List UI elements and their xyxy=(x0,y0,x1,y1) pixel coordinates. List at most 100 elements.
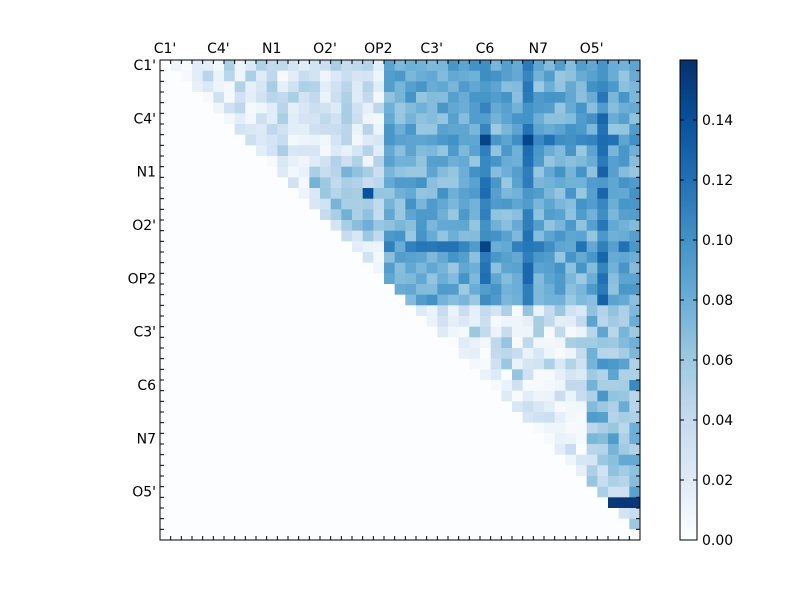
heatmap-cell xyxy=(501,252,513,264)
heatmap-cell xyxy=(256,188,268,200)
heatmap-cell xyxy=(448,284,460,296)
heatmap-cell xyxy=(597,134,609,146)
heatmap-cell xyxy=(192,337,204,349)
x-tick-label: O5' xyxy=(580,41,604,57)
heatmap-cell xyxy=(202,422,214,434)
heatmap-cell xyxy=(501,262,513,274)
heatmap-cell xyxy=(469,284,481,296)
heatmap-cell xyxy=(181,145,193,157)
heatmap-cell xyxy=(256,241,268,253)
heatmap-cell xyxy=(565,305,577,317)
heatmap-cell xyxy=(160,380,172,392)
heatmap-cell xyxy=(234,326,246,338)
heatmap-cell xyxy=(458,81,470,93)
heatmap-cell xyxy=(608,262,620,274)
heatmap-cell xyxy=(266,124,278,136)
axis-ticks xyxy=(159,59,641,541)
heatmap-cell xyxy=(437,401,449,413)
heatmap-cell xyxy=(501,518,513,530)
heatmap-cell xyxy=(608,518,620,530)
heatmap-cells xyxy=(160,60,641,541)
heatmap-cell xyxy=(480,81,492,93)
heatmap-cell xyxy=(256,220,268,232)
heatmap-cell xyxy=(298,454,310,466)
heatmap-cell xyxy=(405,156,417,168)
heatmap-cell xyxy=(298,177,310,189)
heatmap-cell xyxy=(373,273,385,285)
heatmap-cell xyxy=(277,348,289,360)
heatmap-cell xyxy=(586,358,598,370)
heatmap-cell xyxy=(426,390,438,402)
heatmap-cell xyxy=(245,465,257,477)
heatmap-cell xyxy=(213,230,225,242)
heatmap-cell xyxy=(480,380,492,392)
heatmap-cell xyxy=(288,390,300,402)
heatmap-cell xyxy=(266,166,278,178)
heatmap-cell xyxy=(458,102,470,114)
heatmap-cell xyxy=(298,145,310,157)
heatmap-cell xyxy=(160,529,172,541)
heatmap-cell xyxy=(320,497,332,509)
heatmap-cell xyxy=(544,177,556,189)
heatmap-cell xyxy=(352,326,364,338)
heatmap-cell xyxy=(309,305,321,317)
heatmap-cell xyxy=(256,262,268,274)
heatmap-cell xyxy=(202,252,214,264)
heatmap-cell xyxy=(192,209,204,221)
heatmap-cell xyxy=(426,198,438,210)
heatmap-cell xyxy=(576,102,588,114)
heatmap-cell xyxy=(618,305,630,317)
heatmap-cell xyxy=(320,465,332,477)
heatmap-cell xyxy=(224,486,236,498)
heatmap-cell xyxy=(426,444,438,456)
heatmap-cell xyxy=(522,497,534,509)
heatmap-cell xyxy=(416,60,428,72)
heatmap-cell xyxy=(554,252,566,264)
heatmap-cell xyxy=(480,102,492,114)
heatmap-cell xyxy=(597,145,609,157)
heatmap-cell xyxy=(608,230,620,242)
heatmap-cell xyxy=(490,401,502,413)
heatmap-cell xyxy=(266,294,278,306)
heatmap-cell xyxy=(213,486,225,498)
heatmap-cell xyxy=(234,273,246,285)
heatmap-cell xyxy=(213,326,225,338)
heatmap-cell xyxy=(373,81,385,93)
heatmap-cell xyxy=(192,241,204,253)
heatmap-cell xyxy=(426,433,438,445)
heatmap-cell xyxy=(405,230,417,242)
heatmap-cell xyxy=(565,198,577,210)
heatmap-cell xyxy=(202,177,214,189)
heatmap-cell xyxy=(202,134,214,146)
heatmap-cell xyxy=(437,92,449,104)
heatmap-cell xyxy=(554,518,566,530)
heatmap-cell xyxy=(192,476,204,488)
heatmap-cell xyxy=(618,241,630,253)
heatmap-cell xyxy=(565,390,577,402)
heatmap-cell xyxy=(597,476,609,488)
heatmap-cell xyxy=(373,124,385,136)
heatmap-cell xyxy=(533,156,545,168)
heatmap-cell xyxy=(405,166,417,178)
heatmap-cell xyxy=(576,262,588,274)
heatmap-cell xyxy=(416,102,428,114)
heatmap-cell xyxy=(160,465,172,477)
heatmap-cell xyxy=(544,220,556,232)
heatmap-cell xyxy=(437,380,449,392)
heatmap-cell xyxy=(320,70,332,82)
heatmap-cell xyxy=(501,284,513,296)
heatmap-cell xyxy=(384,156,396,168)
heatmap-cell xyxy=(512,390,524,402)
heatmap-cell xyxy=(629,145,641,157)
heatmap-cell xyxy=(618,102,630,114)
heatmap-cell xyxy=(576,476,588,488)
heatmap-cell xyxy=(213,273,225,285)
heatmap-cell xyxy=(352,92,364,104)
heatmap-cell xyxy=(629,134,641,146)
heatmap-cell xyxy=(234,337,246,349)
heatmap-cell xyxy=(522,262,534,274)
heatmap-cell xyxy=(320,358,332,370)
heatmap-cell xyxy=(373,508,385,520)
heatmap-cell xyxy=(394,486,406,498)
heatmap-cell xyxy=(192,348,204,360)
